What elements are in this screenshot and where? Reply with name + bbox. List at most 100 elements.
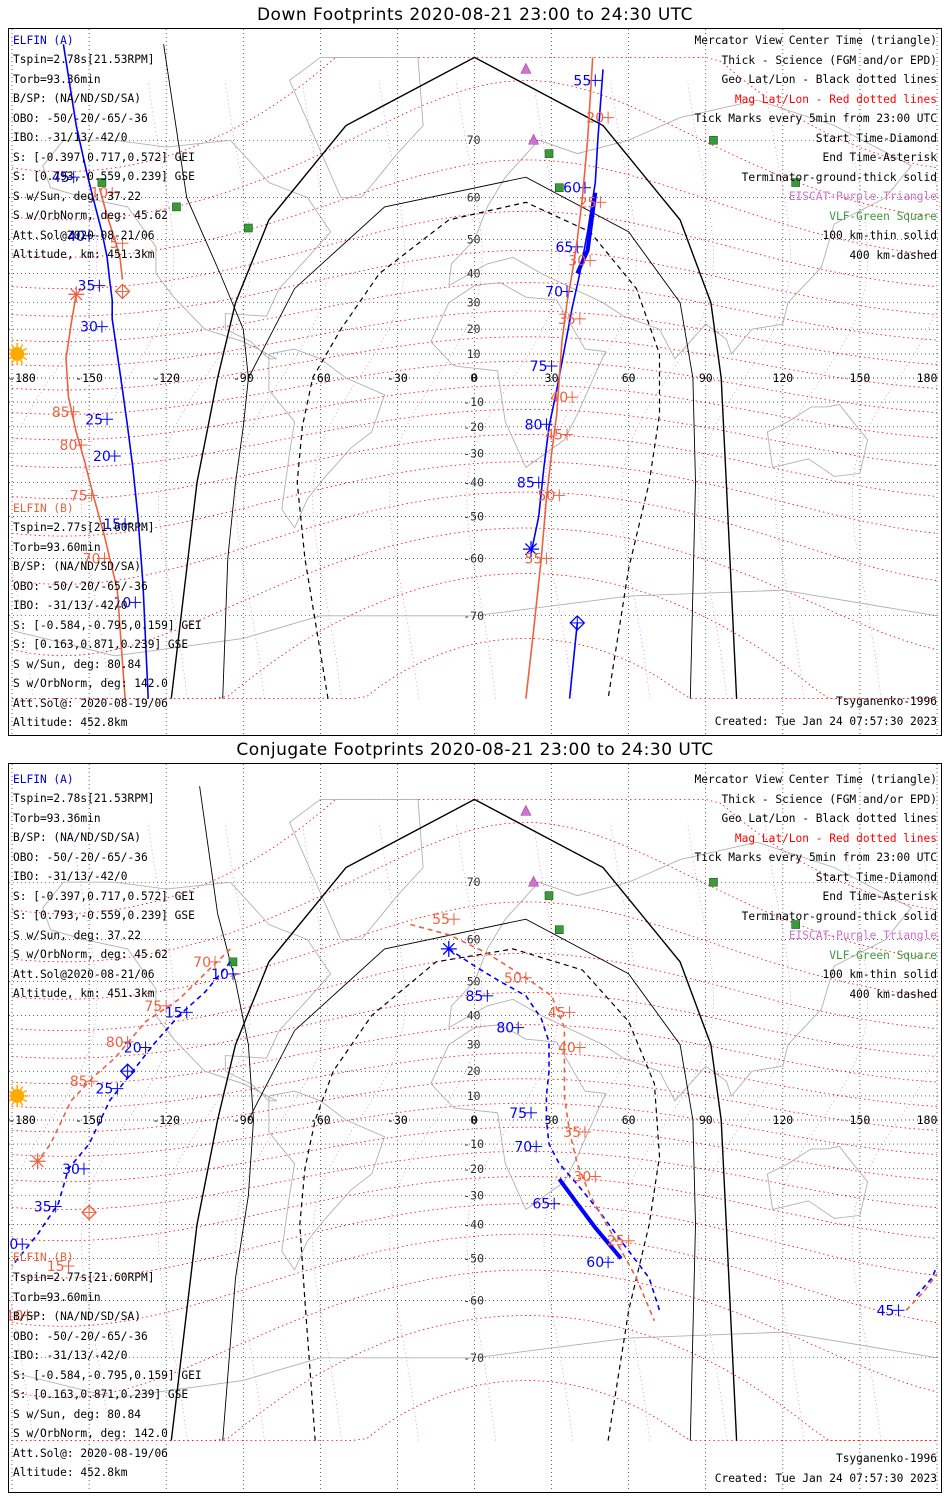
sun-ray: [19, 359, 24, 364]
footprint-track: 10 15 20 25 30 35 40 45 60 65 70 75 80 85: [9, 940, 938, 1319]
science-segment: [557, 1177, 623, 1260]
mag-longitude-line: [158, 80, 252, 699]
elfin-a-line: B/SP: (NA/ND/SD/SA): [13, 831, 141, 844]
longitude-tick-label: -150: [75, 1113, 103, 1127]
latitude-tick-label: 40: [467, 1008, 481, 1022]
time-tick-label: 45: [877, 1303, 895, 1319]
time-tick-label: 10: [9, 1308, 23, 1324]
time-tick-label: 80: [60, 438, 78, 454]
latitude-tick-label: 30: [467, 1038, 481, 1052]
legend-item: End Time-Asterisk: [822, 890, 937, 903]
elfin-a-line: S: [-0.397,0.717,0.572] GEI: [13, 889, 195, 903]
conjugate-footprints-panel: -180 -150 -120 -90 -60 -30 0 30 60 90 120 150 180 70 6…: [8, 763, 942, 1493]
mag-latitude-line: [11, 952, 938, 1031]
time-tick-label: 60: [586, 1255, 604, 1271]
time-tick-label: 85: [466, 989, 484, 1005]
coastlines: [11, 56, 938, 657]
legend-item: VLF-Green Square: [829, 948, 937, 962]
elfin-b-line: B/SP: (NA/ND/SD/SA): [13, 1310, 141, 1323]
elfin-a-line: S w/Sun, deg: 37.22: [13, 928, 141, 942]
end-asterisk: [70, 288, 83, 301]
mag-latitude-line: [11, 159, 938, 258]
elfin-b-line: IBO: -31/13/-42/0: [13, 599, 128, 612]
sun-icon: [9, 1084, 29, 1107]
time-tick-label: 45: [52, 170, 70, 186]
time-tick-label: 35: [34, 1200, 52, 1216]
mag-latitude-line: [11, 336, 938, 391]
mag-longitude-line: [81, 80, 175, 699]
elfin-a-line: Att.Sol@2020-08-21/06: [13, 228, 155, 242]
time-tick-label: 65: [532, 1197, 550, 1213]
longitude-tick-label: -120: [152, 1113, 180, 1127]
elfin-b-line: Tspin=2.77s[21.60RPM]: [13, 521, 155, 534]
elfin-a-line: S: [0.793,-0.559,0.239] GSE: [13, 909, 195, 922]
longitude-tick-label: 30: [545, 371, 559, 385]
time-tick-label: 75: [144, 999, 162, 1015]
longitude-tick-label: 0: [471, 371, 478, 385]
legend-item: Thick - Science (FGM and/or EPD): [721, 792, 937, 806]
end-asterisk: [442, 942, 455, 955]
elfin-a-line: OBO: -50/-20/-65/-36: [13, 111, 148, 125]
mag-latitude-line: [11, 1233, 938, 1327]
elfin-b-info: Tspin=2.77s[21.60RPM] Torb=93.60min B/SP: …: [13, 518, 202, 733]
eiscat-triangle: [520, 804, 532, 816]
legend-item: Terminator-ground-thick solid: [741, 909, 937, 923]
mag-latitude-line: [12, 1315, 937, 1441]
longitude-tick-label: -120: [152, 371, 180, 385]
latitude-tick-label: -40: [463, 1218, 484, 1232]
sun-ray: [19, 1101, 24, 1106]
sun-ray: [9, 1090, 12, 1094]
legend-item: Mercator View Center Time (triangle): [694, 34, 937, 47]
longitude-tick-label: 120: [772, 371, 793, 385]
longitude-tick-label: 0: [471, 1113, 478, 1127]
time-tick-label: 80: [525, 417, 543, 433]
time-tick-label: 30: [568, 254, 586, 270]
time-tick-label: 85: [517, 476, 535, 492]
elfin-b-info: Tspin=2.77s[21.60RPM] Torb=93.60min B/SP: …: [13, 1268, 202, 1483]
mag-longitude-line: [697, 80, 791, 699]
elfin-a-line: Altitude, km: 451.3km: [13, 248, 155, 261]
legend-item: Start Time-Diamond: [815, 870, 937, 884]
legend-item: 100 km-thin solid: [822, 968, 937, 981]
elfin-b-line: S w/OrbNorm, deg: 142.0: [13, 677, 168, 690]
latitude-tick-label: -10: [463, 395, 484, 409]
mag-latitude-line: [11, 1052, 938, 1109]
created-timestamp: Created: Tue Jan 24 07:57:30 2023: [714, 1472, 937, 1485]
vlf-square: [97, 178, 107, 187]
elfin-b-line: Att.Sol@: 2020-08-19/06: [13, 1446, 168, 1460]
time-tick-label: 55: [432, 912, 450, 928]
latitude-tick-label: -30: [463, 1188, 484, 1202]
mag-longitude-line: [158, 822, 252, 1441]
time-tick-label: 50: [504, 971, 522, 987]
continent-outline: [288, 56, 424, 199]
mag-longitude-line: [389, 822, 483, 1441]
sun-ray: [9, 1098, 12, 1102]
time-tick-label: 80: [106, 1035, 124, 1051]
elfin-b-line: Tspin=2.77s[21.60RPM]: [13, 1271, 155, 1284]
elfin-a-line: S: [-0.397,0.717,0.572] GEI: [13, 150, 195, 164]
time-tick-label: 75: [530, 359, 548, 375]
legend-item: 400 km-dashed: [849, 987, 937, 1001]
time-tick-label: 25: [85, 412, 103, 428]
axis-labels: -180 -150 -120 -90 -60 -30 0 30 60 90 120 150 180 70 6…: [9, 133, 937, 623]
continent-outline: [268, 348, 386, 529]
mag-longitude-line: [389, 80, 483, 699]
mag-longitude-line: [620, 822, 714, 1441]
sun-ray: [22, 347, 28, 352]
time-tick-label: 40: [67, 229, 85, 245]
elfin-b-line: OBO: -50/-20/-65/-36: [13, 579, 148, 593]
elfin-b-line: Att.Sol@: 2020-08-19/06: [13, 696, 168, 710]
sun-ray: [10, 1086, 15, 1091]
latitude-tick-label: -60: [463, 551, 484, 565]
track-segment: [905, 1273, 938, 1311]
mag-longitude-line: [543, 80, 637, 699]
vlf-square: [244, 223, 253, 233]
elfin-b-line: S: [0.163,0.871,0.239] GSE: [13, 638, 189, 651]
legend-item: Tick Marks every 5min from 23:00 UTC: [694, 851, 937, 864]
vlf-square: [544, 149, 554, 158]
mag-latitude-line: [11, 249, 938, 317]
mag-latitude-line: [11, 310, 938, 367]
mag-longitude-line: [774, 822, 868, 1441]
time-tick-label: 45: [545, 428, 563, 444]
latitude-tick-label: 40: [467, 266, 481, 280]
